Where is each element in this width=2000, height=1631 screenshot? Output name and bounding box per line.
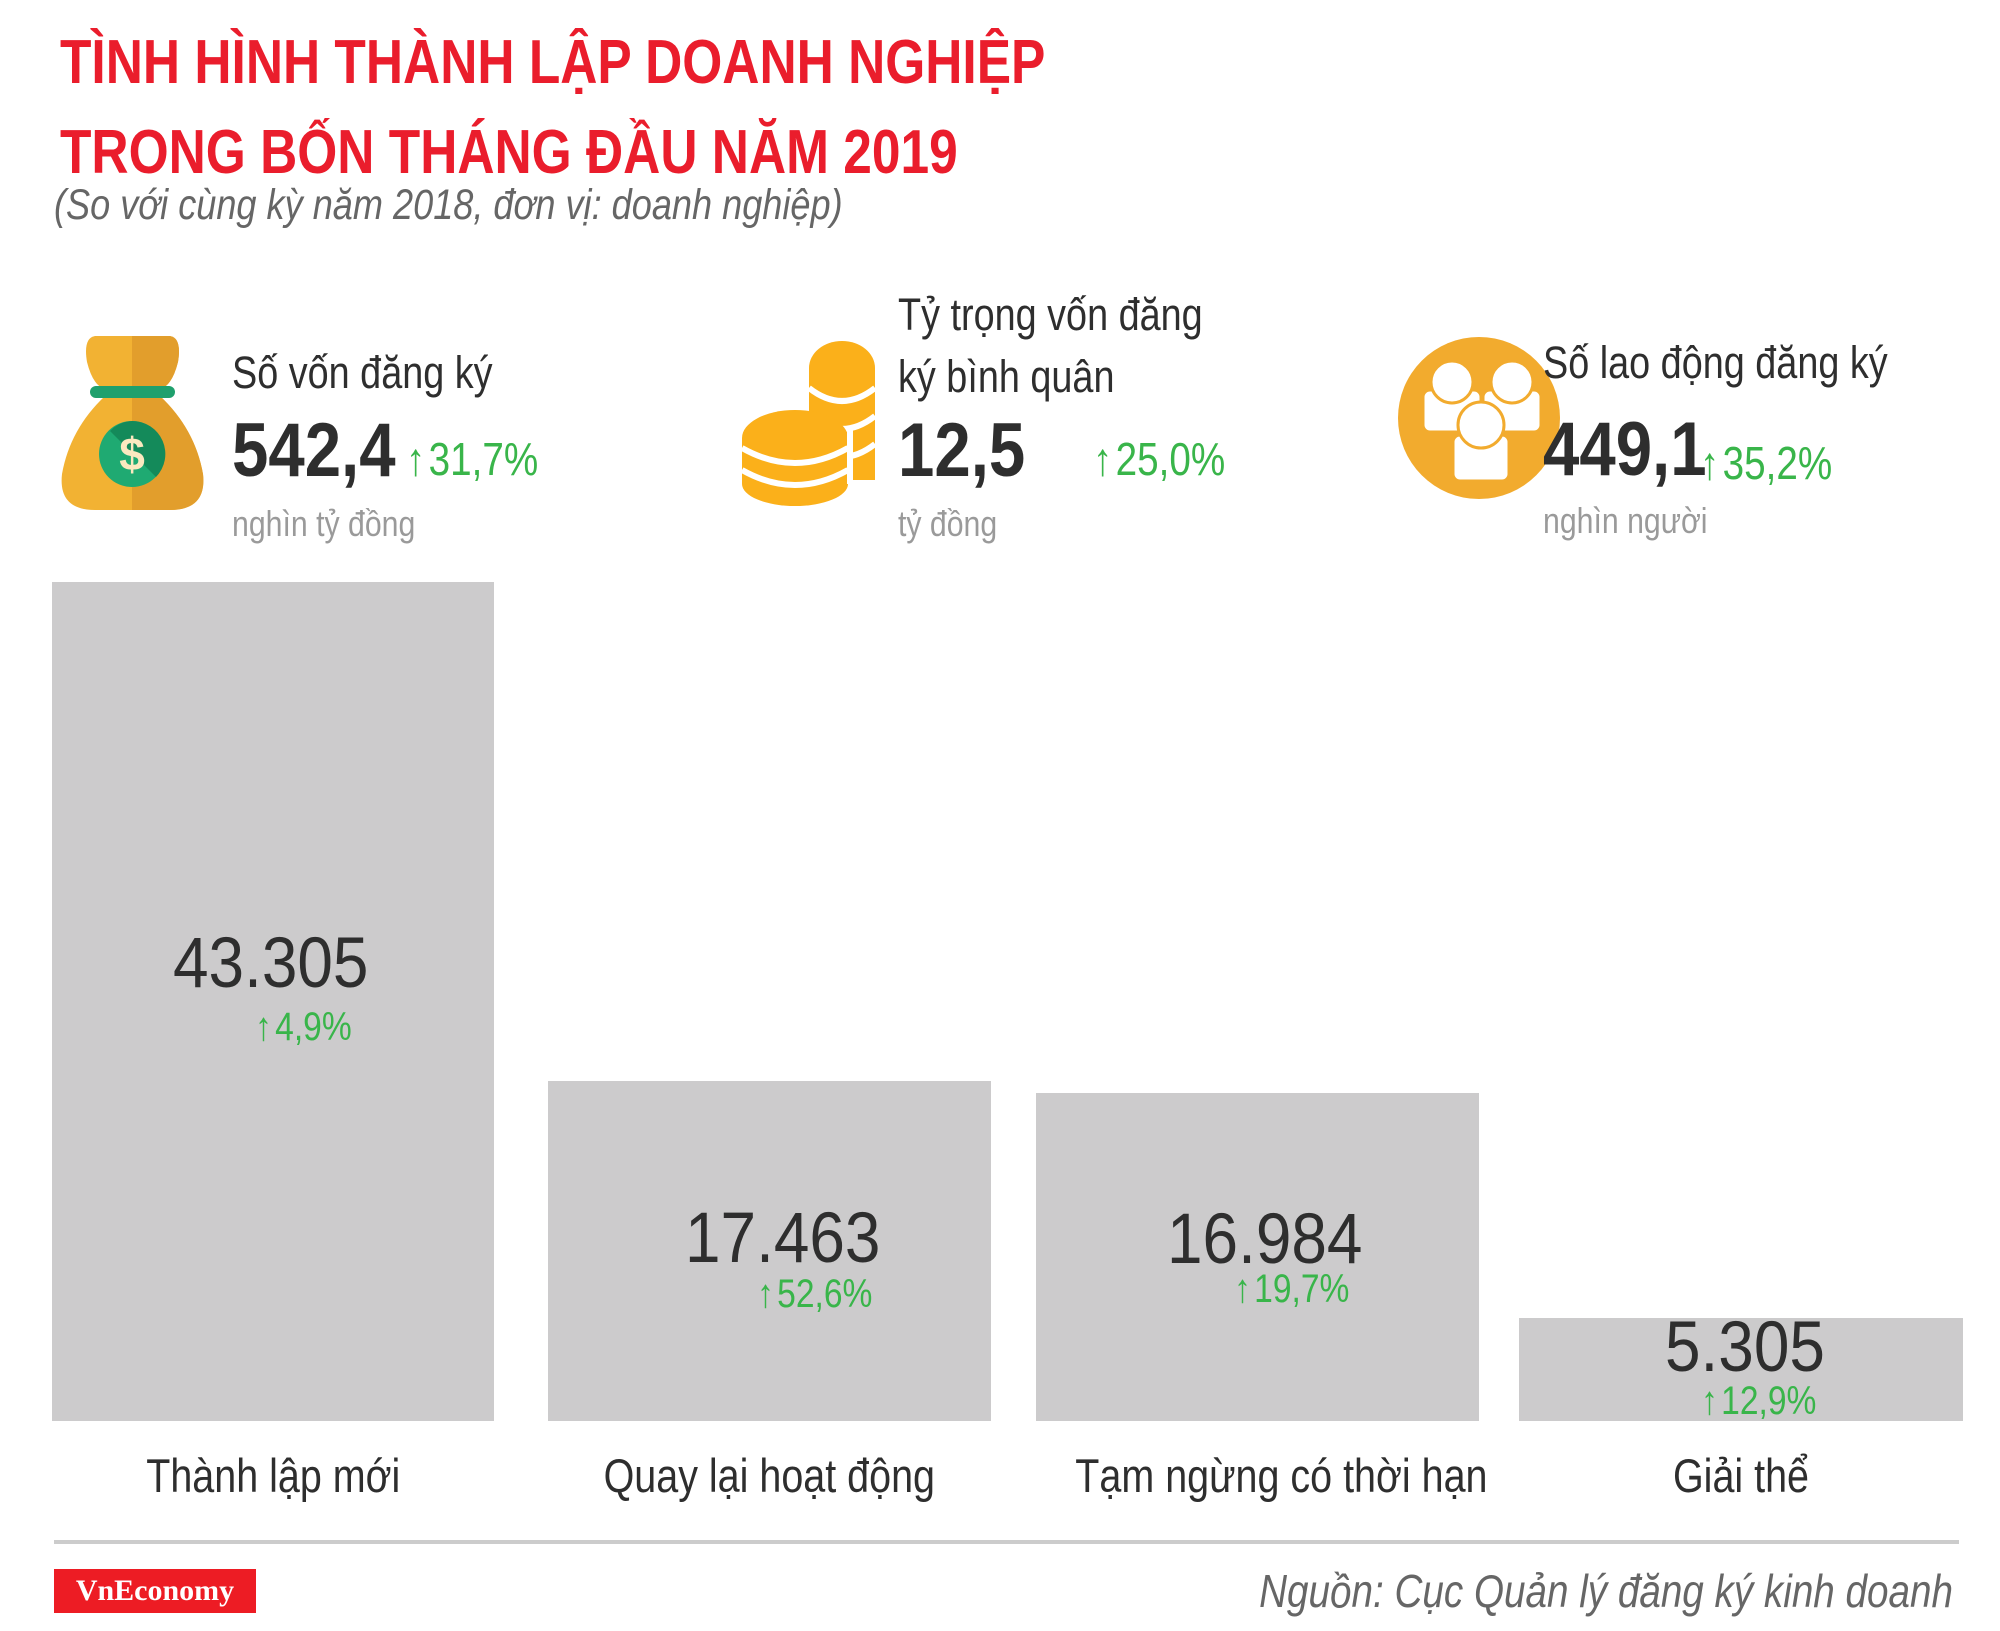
kpi-labor-value-text: 449,1 bbox=[1543, 407, 1707, 492]
kpi-avg-capital-value-text: 12,5 bbox=[898, 408, 1026, 493]
money-bag-icon: $ bbox=[61, 336, 204, 510]
subtitle-text: (So với cùng kỳ năm 2018, đơn vị: doanh … bbox=[54, 181, 843, 229]
category-label-resumed-operation: Quay lại hoạt động bbox=[548, 1452, 991, 1499]
bar-value-text: 5.305 bbox=[1665, 1308, 1825, 1387]
source-note-text: Nguồn: Cục Quản lý đăng ký kinh doanh bbox=[1259, 1565, 1953, 1617]
bar-change-temporarily-suspended: ↑19,7% bbox=[1234, 1269, 1371, 1309]
category-label-temporarily-suspended: Tạm ngừng có thời hạn bbox=[1036, 1452, 1487, 1499]
arrow-up-icon: ↑ bbox=[1234, 1267, 1251, 1311]
kpi-labor-label: Số lao động đăng ký bbox=[1543, 340, 1953, 385]
title-line-1-text: TÌNH HÌNH THÀNH LẬP DOANH NGHIỆP bbox=[60, 28, 1046, 97]
kpi-labor-change-text: 35,2% bbox=[1722, 437, 1833, 489]
bar-value-resumed-operation: 17.463 bbox=[685, 1203, 902, 1274]
category-label-text: Giải thể bbox=[1672, 1449, 1810, 1502]
bar-dissolved bbox=[1519, 1318, 1963, 1421]
bar-value-temporarily-suspended: 16.984 bbox=[1167, 1204, 1384, 1275]
bar-change-new-established: ↑4,9% bbox=[255, 1007, 370, 1047]
source-note: Nguồn: Cục Quản lý đăng ký kinh doanh bbox=[1127, 1568, 1953, 1614]
page-title-line-2: TRONG BỐN THÁNG ĐẦU NĂM 2019 bbox=[60, 122, 1142, 184]
arrow-up-icon: ↑ bbox=[1700, 437, 1720, 489]
coins-icon bbox=[740, 341, 876, 506]
kpi-labor-unit: nghìn người bbox=[1543, 503, 1739, 539]
category-label-dissolved: Giải thể bbox=[1519, 1452, 1963, 1499]
brand-logo-text: VnEconomy bbox=[75, 1574, 235, 1607]
people-icon bbox=[1398, 337, 1560, 499]
page-title-line-1: TÌNH HÌNH THÀNH LẬP DOANH NGHIỆP bbox=[60, 32, 1247, 94]
bar-value-new-established: 43.305 bbox=[173, 928, 390, 999]
arrow-up-icon: ↑ bbox=[255, 1005, 272, 1049]
kpi-avg-capital-label-line-2-text: ký bình quân bbox=[898, 351, 1115, 402]
arrow-up-icon: ↑ bbox=[1093, 433, 1113, 485]
kpi-labor-value: 449,1 bbox=[1543, 412, 1733, 488]
kpi-capital-value-text: 542,4 bbox=[232, 408, 396, 493]
page-subtitle: (So với cùng kỳ năm 2018, đơn vị: doanh … bbox=[54, 184, 993, 227]
kpi-avg-capital-label-line-1: Tỷ trọng vốn đăng bbox=[898, 292, 1261, 337]
category-label-new-established: Thành lập mới bbox=[52, 1452, 494, 1499]
kpi-capital-label-text: Số vốn đăng ký bbox=[232, 347, 493, 398]
svg-text:$: $ bbox=[119, 428, 145, 480]
arrow-up-icon: ↑ bbox=[757, 1272, 774, 1316]
bar-change-text: 4,9% bbox=[275, 1005, 352, 1049]
kpi-labor-change: ↑35,2% bbox=[1700, 440, 1857, 486]
bar-value-dissolved: 5.305 bbox=[1665, 1312, 1843, 1383]
kpi-capital-change-text: 31,7% bbox=[428, 433, 539, 485]
bar-change-text: 12,9% bbox=[1721, 1379, 1817, 1423]
arrow-up-icon: ↑ bbox=[1701, 1379, 1718, 1423]
bar-new-established bbox=[52, 582, 494, 1421]
kpi-avg-capital-label-line-1-text: Tỷ trọng vốn đăng bbox=[898, 289, 1203, 340]
kpi-avg-capital-unit-text: tỷ đồng bbox=[898, 503, 998, 544]
bar-value-text: 17.463 bbox=[685, 1199, 881, 1278]
kpi-avg-capital-change-text: 25,0% bbox=[1115, 433, 1226, 485]
kpi-capital-change: ↑31,7% bbox=[406, 436, 563, 482]
kpi-avg-capital-value: 12,5 bbox=[898, 413, 1046, 489]
footer-divider bbox=[54, 1540, 1959, 1544]
bar-value-text: 43.305 bbox=[173, 924, 369, 1003]
kpi-labor-label-text: Số lao động đăng ký bbox=[1543, 337, 1888, 388]
kpi-avg-capital-label-line-2: ký bình quân bbox=[898, 354, 1156, 399]
bar-value-text: 16.984 bbox=[1167, 1200, 1363, 1279]
kpi-avg-capital-unit: tỷ đồng bbox=[898, 506, 1016, 542]
title-line-2-text: TRONG BỐN THÁNG ĐẦU NĂM 2019 bbox=[60, 118, 958, 187]
kpi-capital-unit: nghìn tỷ đồng bbox=[232, 506, 450, 542]
bar-change-text: 52,6% bbox=[777, 1272, 873, 1316]
bar-resumed-operation bbox=[548, 1081, 991, 1421]
kpi-capital-value: 542,4 bbox=[232, 413, 422, 489]
bar-temporarily-suspended bbox=[1036, 1093, 1479, 1421]
category-label-text: Tạm ngừng có thời hạn bbox=[1075, 1449, 1488, 1502]
brand-logo: VnEconomy bbox=[54, 1569, 256, 1613]
category-label-text: Quay lại hoạt động bbox=[603, 1449, 936, 1502]
kpi-capital-label: Số vốn đăng ký bbox=[232, 350, 542, 395]
arrow-up-icon: ↑ bbox=[406, 433, 426, 485]
kpi-labor-unit-text: nghìn người bbox=[1543, 500, 1708, 541]
bar-change-resumed-operation: ↑52,6% bbox=[757, 1274, 894, 1314]
kpi-avg-capital-change: ↑25,0% bbox=[1093, 436, 1250, 482]
category-label-text: Thành lập mới bbox=[145, 1449, 401, 1502]
bar-change-text: 19,7% bbox=[1254, 1267, 1350, 1311]
kpi-capital-unit-text: nghìn tỷ đồng bbox=[232, 503, 416, 544]
bar-change-dissolved: ↑12,9% bbox=[1701, 1381, 1838, 1421]
